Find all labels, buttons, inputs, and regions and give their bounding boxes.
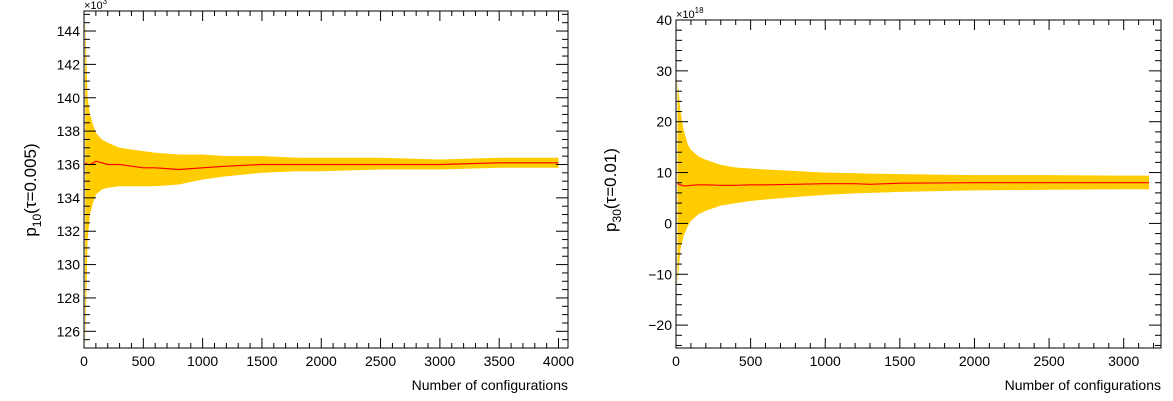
y-tick-label: 126: [57, 323, 81, 339]
x-tick-label: 4000: [543, 353, 574, 369]
y-tick-label: 142: [57, 56, 81, 72]
y-tick-label: 144: [57, 23, 81, 39]
central-value-line: [677, 182, 1150, 187]
y-tick-label: 134: [57, 190, 81, 206]
y-tick-label: 130: [57, 257, 81, 273]
plot-frame: [675, 19, 1162, 349]
x-tick-label: 500: [739, 353, 763, 369]
y-tick-label: −20: [648, 317, 672, 333]
right-panel: 0 500 1000 1500 2000 2500 3000 −20 −10 0 10 20 30 40 ×…: [601, 6, 1162, 393]
left-panel: 0 500 1000 1500 2000 2500 3000 3500 4000 126 128 13…: [21, 0, 574, 393]
error-band: [85, 17, 559, 348]
x-tick-label: 1500: [246, 353, 277, 369]
x-tick-label: 3000: [1108, 353, 1139, 369]
y-axis-title: p10(τ=0.005): [21, 143, 44, 236]
x-tick-label: 2500: [365, 353, 396, 369]
x-tick-label: 2000: [306, 353, 337, 369]
y-tick-label: 10: [656, 165, 672, 181]
x-tick-label: 1500: [884, 353, 915, 369]
x-tick-label: 0: [80, 353, 88, 369]
x-tick-label: 0: [672, 353, 680, 369]
y-tick-label: 128: [57, 290, 81, 306]
plot-frame: [83, 10, 569, 349]
axis-multiplier: ×1018: [676, 6, 704, 21]
y-tick-label: 138: [57, 123, 81, 139]
x-axis-title: Number of configurations: [412, 377, 568, 393]
y-tick-label: −10: [648, 266, 672, 282]
y-tick-label: 30: [656, 63, 672, 79]
central-value-line: [84, 160, 559, 171]
x-tick-label: 2000: [959, 353, 990, 369]
x-tick-label: 3500: [484, 353, 515, 369]
x-tick-label: 1000: [810, 353, 841, 369]
x-tick-label: 3000: [424, 353, 455, 369]
y-tick-label: 20: [656, 114, 672, 130]
y-tick-label: 132: [57, 223, 81, 239]
y-tick-label: 0: [664, 215, 672, 231]
x-axis-title: Number of configurations: [1005, 377, 1161, 393]
y-tick-label: 140: [57, 90, 81, 106]
x-tick-label: 500: [132, 353, 156, 369]
axis-multiplier: ×103: [84, 0, 108, 12]
x-tick-label: 2500: [1033, 353, 1064, 369]
x-tick-label: 1000: [187, 353, 218, 369]
y-tick-label: 136: [57, 156, 81, 172]
y-tick-label: 40: [656, 12, 672, 28]
y-axis-title: p30(τ=0.01): [601, 148, 624, 232]
